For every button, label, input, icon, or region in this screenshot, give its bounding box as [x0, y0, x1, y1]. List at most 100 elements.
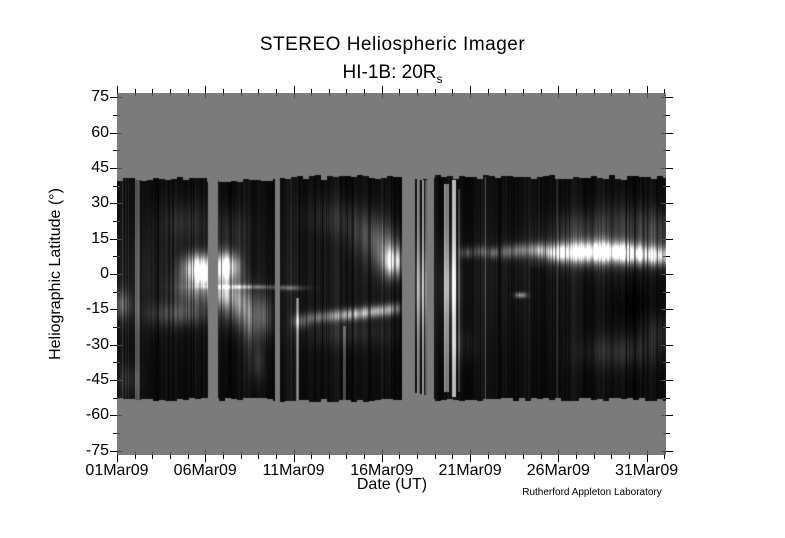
- minor-tick-inner: [647, 450, 648, 455]
- y-tick-label: 15: [91, 229, 109, 247]
- y-tick-label: -75: [85, 441, 109, 459]
- axis-tick: [110, 274, 117, 275]
- axis-tick: [223, 89, 224, 93]
- minor-tick-inner: [152, 93, 153, 96]
- axis-tick: [135, 89, 136, 93]
- axis-tick: [276, 455, 277, 459]
- minor-tick-inner: [117, 451, 122, 452]
- y-tick-label: 45: [91, 158, 109, 176]
- axis-tick: [666, 203, 673, 204]
- minor-tick-inner: [663, 433, 666, 434]
- x-tick-label: 11Mar09: [262, 462, 325, 479]
- axis-tick: [241, 455, 242, 459]
- minor-tick-inner: [663, 115, 666, 116]
- axis-tick: [113, 115, 117, 116]
- minor-tick-inner: [663, 362, 666, 363]
- axis-tick: [666, 309, 673, 310]
- axis-tick: [346, 89, 347, 93]
- minor-tick-inner: [663, 398, 666, 399]
- axis-tick: [523, 89, 524, 93]
- minor-tick-inner: [117, 433, 120, 434]
- minor-tick-inner: [329, 452, 330, 455]
- axis-tick: [576, 89, 577, 93]
- minor-tick-inner: [329, 93, 330, 96]
- axis-tick: [666, 239, 673, 240]
- x-tick-label: 06Mar09: [173, 462, 237, 479]
- minor-tick-inner: [558, 93, 559, 98]
- x-tick-label: 31Mar09: [615, 462, 679, 479]
- axis-tick: [399, 89, 400, 93]
- minor-tick-inner: [346, 452, 347, 455]
- axis-tick: [666, 221, 670, 222]
- y-tick-label: 30: [91, 194, 109, 212]
- minor-tick-inner: [661, 239, 666, 240]
- y-tick-label: 75: [91, 88, 109, 106]
- axis-tick: [629, 455, 630, 459]
- minor-tick-inner: [117, 415, 122, 416]
- minor-tick-inner: [223, 452, 224, 455]
- minor-tick-inner: [661, 97, 666, 98]
- x-tick-label: 01Mar09: [85, 462, 149, 479]
- minor-tick-inner: [505, 452, 506, 455]
- minor-tick-inner: [117, 239, 122, 240]
- y-tick-label: -15: [85, 300, 109, 318]
- minor-tick-inner: [117, 309, 122, 310]
- minor-tick-inner: [258, 93, 259, 96]
- x-tick-label: 16Mar09: [350, 462, 414, 479]
- axis-tick: [666, 362, 670, 363]
- axis-tick: [664, 89, 665, 93]
- y-tick-label: 0: [100, 265, 109, 282]
- axis-tick: [110, 415, 117, 416]
- axis-tick: [113, 398, 117, 399]
- minor-tick-inner: [117, 450, 118, 455]
- axis-tick: [110, 168, 117, 169]
- minor-tick-inner: [241, 93, 242, 96]
- minor-tick-inner: [576, 93, 577, 96]
- chart-subtitle-subscript: s: [436, 71, 443, 86]
- minor-tick-inner: [663, 150, 666, 151]
- axis-tick: [488, 455, 489, 459]
- minor-tick-inner: [594, 452, 595, 455]
- plot-area: [117, 93, 666, 455]
- axis-tick: [505, 89, 506, 93]
- minor-tick-inner: [346, 93, 347, 96]
- axis-tick: [346, 455, 347, 459]
- heatmap-image: [117, 93, 666, 455]
- minor-tick-inner: [311, 93, 312, 96]
- axis-tick: [241, 89, 242, 93]
- axis-tick: [294, 455, 295, 462]
- axis-tick: [110, 239, 117, 240]
- axis-tick: [666, 168, 673, 169]
- minor-tick-inner: [117, 327, 120, 328]
- y-tick-label: -60: [85, 406, 109, 424]
- axis-tick: [110, 133, 117, 134]
- axis-tick: [523, 455, 524, 459]
- minor-tick-inner: [661, 274, 666, 275]
- axis-tick: [113, 292, 117, 293]
- axis-tick: [113, 186, 117, 187]
- axis-tick: [666, 380, 673, 381]
- axis-tick: [666, 451, 673, 452]
- minor-tick-inner: [152, 452, 153, 455]
- minor-tick-inner: [117, 292, 120, 293]
- minor-tick-inner: [663, 256, 666, 257]
- axis-tick: [666, 97, 673, 98]
- minor-tick-inner: [417, 452, 418, 455]
- minor-tick-inner: [117, 274, 122, 275]
- axis-tick: [110, 345, 117, 346]
- axis-tick: [417, 455, 418, 459]
- axis-tick: [364, 455, 365, 459]
- minor-tick-inner: [205, 93, 206, 98]
- axis-tick: [664, 455, 665, 459]
- axis-tick: [666, 133, 673, 134]
- minor-tick-inner: [170, 452, 171, 455]
- axis-tick: [188, 455, 189, 459]
- axis-tick: [611, 89, 612, 93]
- minor-tick-inner: [611, 93, 612, 96]
- axis-tick: [113, 433, 117, 434]
- minor-tick-inner: [135, 452, 136, 455]
- minor-tick-inner: [117, 398, 120, 399]
- axis-tick: [382, 86, 383, 93]
- axis-tick: [364, 89, 365, 93]
